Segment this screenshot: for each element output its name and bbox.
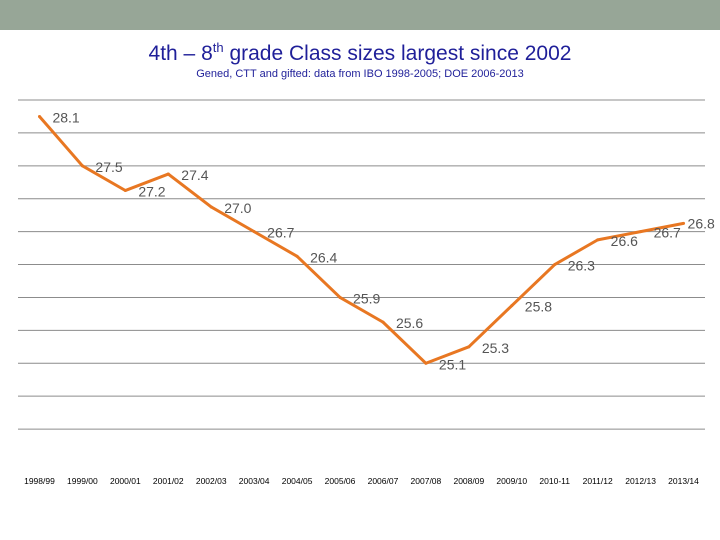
data-label: 26.6: [611, 233, 638, 249]
data-label: 28.1: [52, 109, 79, 125]
data-point: [424, 361, 428, 365]
data-point: [467, 345, 471, 349]
data-point: [510, 304, 514, 308]
chart-subtitle: Gened, CTT and gifted: data from IBO 199…: [196, 68, 524, 80]
data-point: [338, 295, 342, 299]
x-tick-label: 2001/02: [153, 476, 184, 486]
x-tick-label: 2011/12: [583, 476, 613, 486]
x-tick-label: 2005/06: [325, 476, 356, 486]
data-label: 27.4: [181, 167, 208, 183]
x-tick-label: 2010-11: [539, 476, 570, 486]
data-point: [209, 205, 213, 209]
x-tick-label: 2013/14: [668, 476, 699, 486]
data-label: 25.3: [482, 340, 509, 356]
top-bar: [0, 0, 720, 30]
x-tick-label: 2007/08: [411, 476, 442, 486]
data-label: 26.4: [310, 249, 337, 265]
data-point: [381, 320, 385, 324]
data-label: 25.1: [439, 356, 466, 372]
data-point: [166, 172, 170, 176]
x-tick-label: 2000/01: [110, 476, 141, 486]
data-point: [37, 114, 41, 118]
data-label: 25.9: [353, 290, 380, 306]
data-point: [123, 189, 127, 192]
data-point: [553, 263, 557, 267]
data-label: 27.0: [224, 200, 251, 216]
data-point: [639, 230, 643, 234]
title-rest: grade Class sizes largest since 2002: [223, 42, 572, 65]
data-label: 25.8: [525, 299, 552, 315]
data-label: 26.7: [654, 225, 681, 241]
x-tick-label: 2003/04: [239, 476, 270, 486]
data-point: [596, 238, 600, 242]
x-tick-label: 2008/09: [453, 476, 484, 486]
series-line-group: [37, 114, 686, 365]
x-tick-label: 1998/99: [24, 476, 55, 486]
data-label: 25.6: [396, 315, 423, 331]
chart-title: 4th – 8th grade Class sizes largest sinc…: [0, 40, 720, 66]
title-main: 4th – 8: [148, 42, 213, 65]
gridlines: [18, 99, 705, 430]
data-label: 27.2: [138, 184, 165, 200]
x-tick-label: 2006/07: [368, 476, 399, 486]
data-label: 26.3: [568, 258, 595, 274]
data-point: [682, 221, 686, 225]
x-tick-label: 2012/13: [625, 476, 656, 486]
data-label: 26.7: [267, 225, 294, 241]
data-point: [252, 230, 256, 234]
data-labels: 28.1 27.5 27.2 27.4 27.0 26.7 26.4 25.9 25.6 25.1…: [52, 109, 715, 372]
data-label: 27.5: [95, 159, 122, 175]
x-tick-label: 2002/03: [196, 476, 227, 486]
x-tick-label: 2004/05: [282, 476, 313, 486]
series-line: [38, 115, 684, 365]
data-point: [295, 254, 299, 258]
data-point: [80, 164, 84, 168]
x-tick-label: 2009/10: [496, 476, 527, 486]
x-tick-label: 1999/00: [67, 476, 98, 486]
data-label: 26.8: [688, 215, 715, 231]
x-tick-labels: 1998/99 1999/00 2000/01 2001/02 2002/03 2003/…: [24, 476, 699, 486]
title-superscript: th: [212, 40, 224, 55]
